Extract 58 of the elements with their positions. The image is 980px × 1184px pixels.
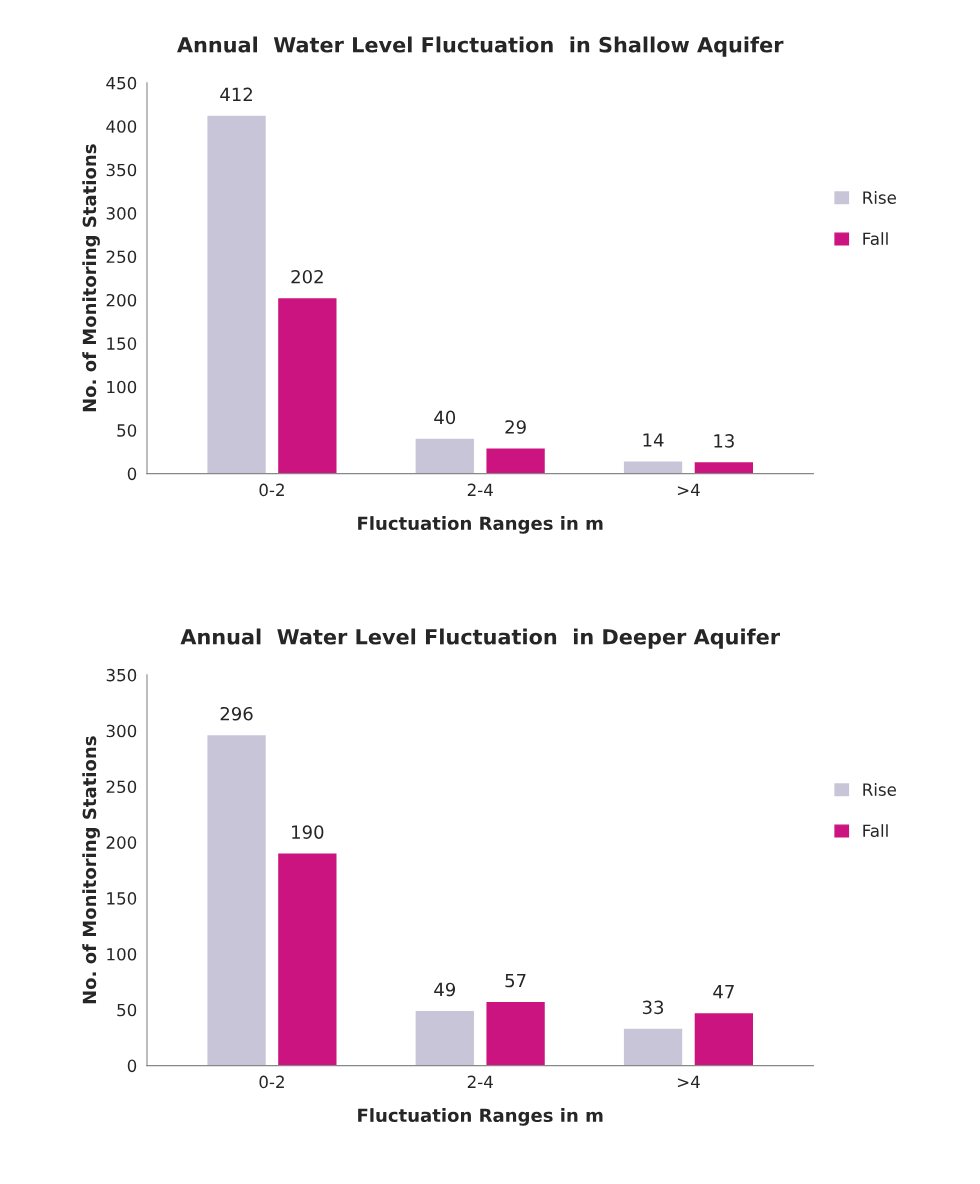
x-axis-title: Fluctuation Ranges in m <box>358 1108 603 1126</box>
y-tick-label: 150 <box>107 337 137 350</box>
chart-title: Annual Water Level Fluctuation in Deeper Aquifer <box>180 628 780 649</box>
bar <box>623 1028 683 1066</box>
bar <box>694 462 754 474</box>
bar <box>207 115 266 474</box>
bar <box>623 461 683 474</box>
legend-label: Rise <box>863 783 896 796</box>
y-tick-label: 300 <box>106 724 137 738</box>
bar <box>278 853 337 1066</box>
data-label: 412 <box>220 87 252 102</box>
x-tick-label: 2-4 <box>467 483 493 496</box>
data-label: 33 <box>642 1000 664 1015</box>
bar <box>207 735 266 1066</box>
y-tick-label: 200 <box>106 836 137 849</box>
y-tick-label: 150 <box>107 892 137 905</box>
data-label: 47 <box>713 985 734 999</box>
y-axis-title: No. of Monitoring Stations <box>82 736 100 1004</box>
bar <box>486 1001 545 1066</box>
y-tick-label: 100 <box>107 380 137 394</box>
data-label: 296 <box>220 706 253 721</box>
y-tick-label: 0 <box>127 1059 137 1073</box>
y-tick-label: 50 <box>117 424 137 437</box>
x-tick-label: >4 <box>677 483 700 496</box>
y-tick-label: 250 <box>106 250 137 264</box>
x-tick-label: 0-2 <box>259 483 284 497</box>
data-label: 14 <box>643 433 664 447</box>
data-label: 57 <box>505 973 526 988</box>
y-tick-label: 0 <box>127 467 137 481</box>
data-label: 202 <box>291 269 323 284</box>
data-label: 40 <box>434 410 456 425</box>
bar <box>415 438 474 474</box>
legend-label: Fall <box>863 824 888 838</box>
y-tick-label: 200 <box>106 293 137 307</box>
y-tick-label: 50 <box>117 1003 137 1017</box>
y-tick-label: 250 <box>106 780 137 794</box>
data-label: 29 <box>505 420 526 434</box>
x-tick-label: >4 <box>677 1075 700 1088</box>
y-tick-label: 300 <box>106 207 137 220</box>
y-tick-label: 350 <box>106 163 137 177</box>
x-axis-title: Fluctuation Ranges in m <box>358 516 603 534</box>
y-tick-label: 450 <box>106 76 137 90</box>
data-label: 13 <box>714 434 734 448</box>
bar <box>415 1010 474 1066</box>
y-tick-label: 100 <box>107 947 137 961</box>
y-tick-label: 350 <box>106 668 137 682</box>
bar <box>486 448 545 474</box>
bar <box>278 298 337 474</box>
legend-label: Fall <box>863 232 888 246</box>
y-axis-title: No. of Monitoring Stations <box>82 144 100 412</box>
x-tick-label: 0-2 <box>259 1075 284 1089</box>
chart-title: Annual Water Level Fluctuation in Shallow Aquifer <box>177 36 784 57</box>
data-label: 49 <box>434 982 456 997</box>
bar <box>694 1013 754 1066</box>
y-tick-label: 400 <box>106 120 137 133</box>
x-tick-label: 2-4 <box>467 1075 493 1088</box>
data-label: 190 <box>292 825 324 839</box>
legend-label: Rise <box>863 191 896 204</box>
